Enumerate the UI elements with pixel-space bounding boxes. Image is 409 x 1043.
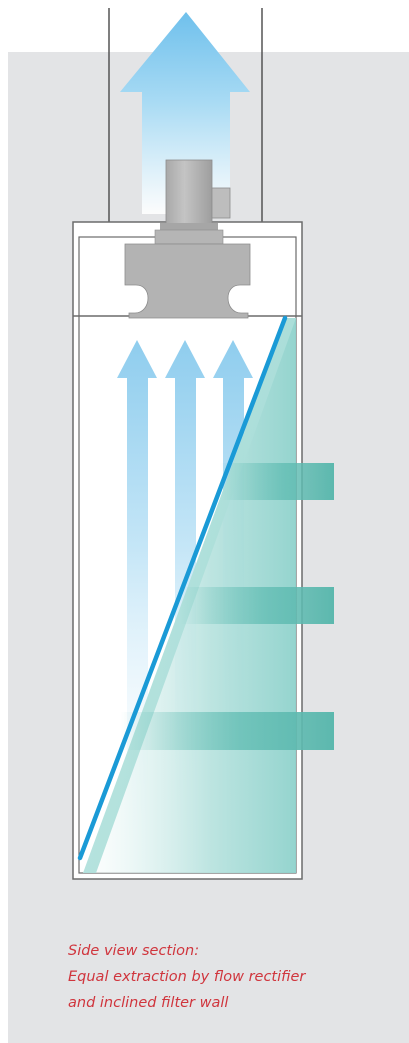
flow-rectifier-band-lower [120, 712, 334, 750]
exhaust-arrow-icon [120, 12, 250, 214]
caption-line-1: Side view section: [68, 943, 200, 959]
caption-line-3: and inclined filter wall [68, 995, 229, 1011]
inclined-filter-wall [77, 315, 288, 861]
fan-motor-icon [124, 159, 251, 319]
flow-rectifier-band-upper [220, 463, 334, 500]
diagram-caption: Side view section: Equal extraction by f… [68, 938, 398, 1016]
caption-line-2: Equal extraction by flow rectifier [68, 969, 306, 985]
flow-rectifier-band-middle [180, 587, 334, 624]
